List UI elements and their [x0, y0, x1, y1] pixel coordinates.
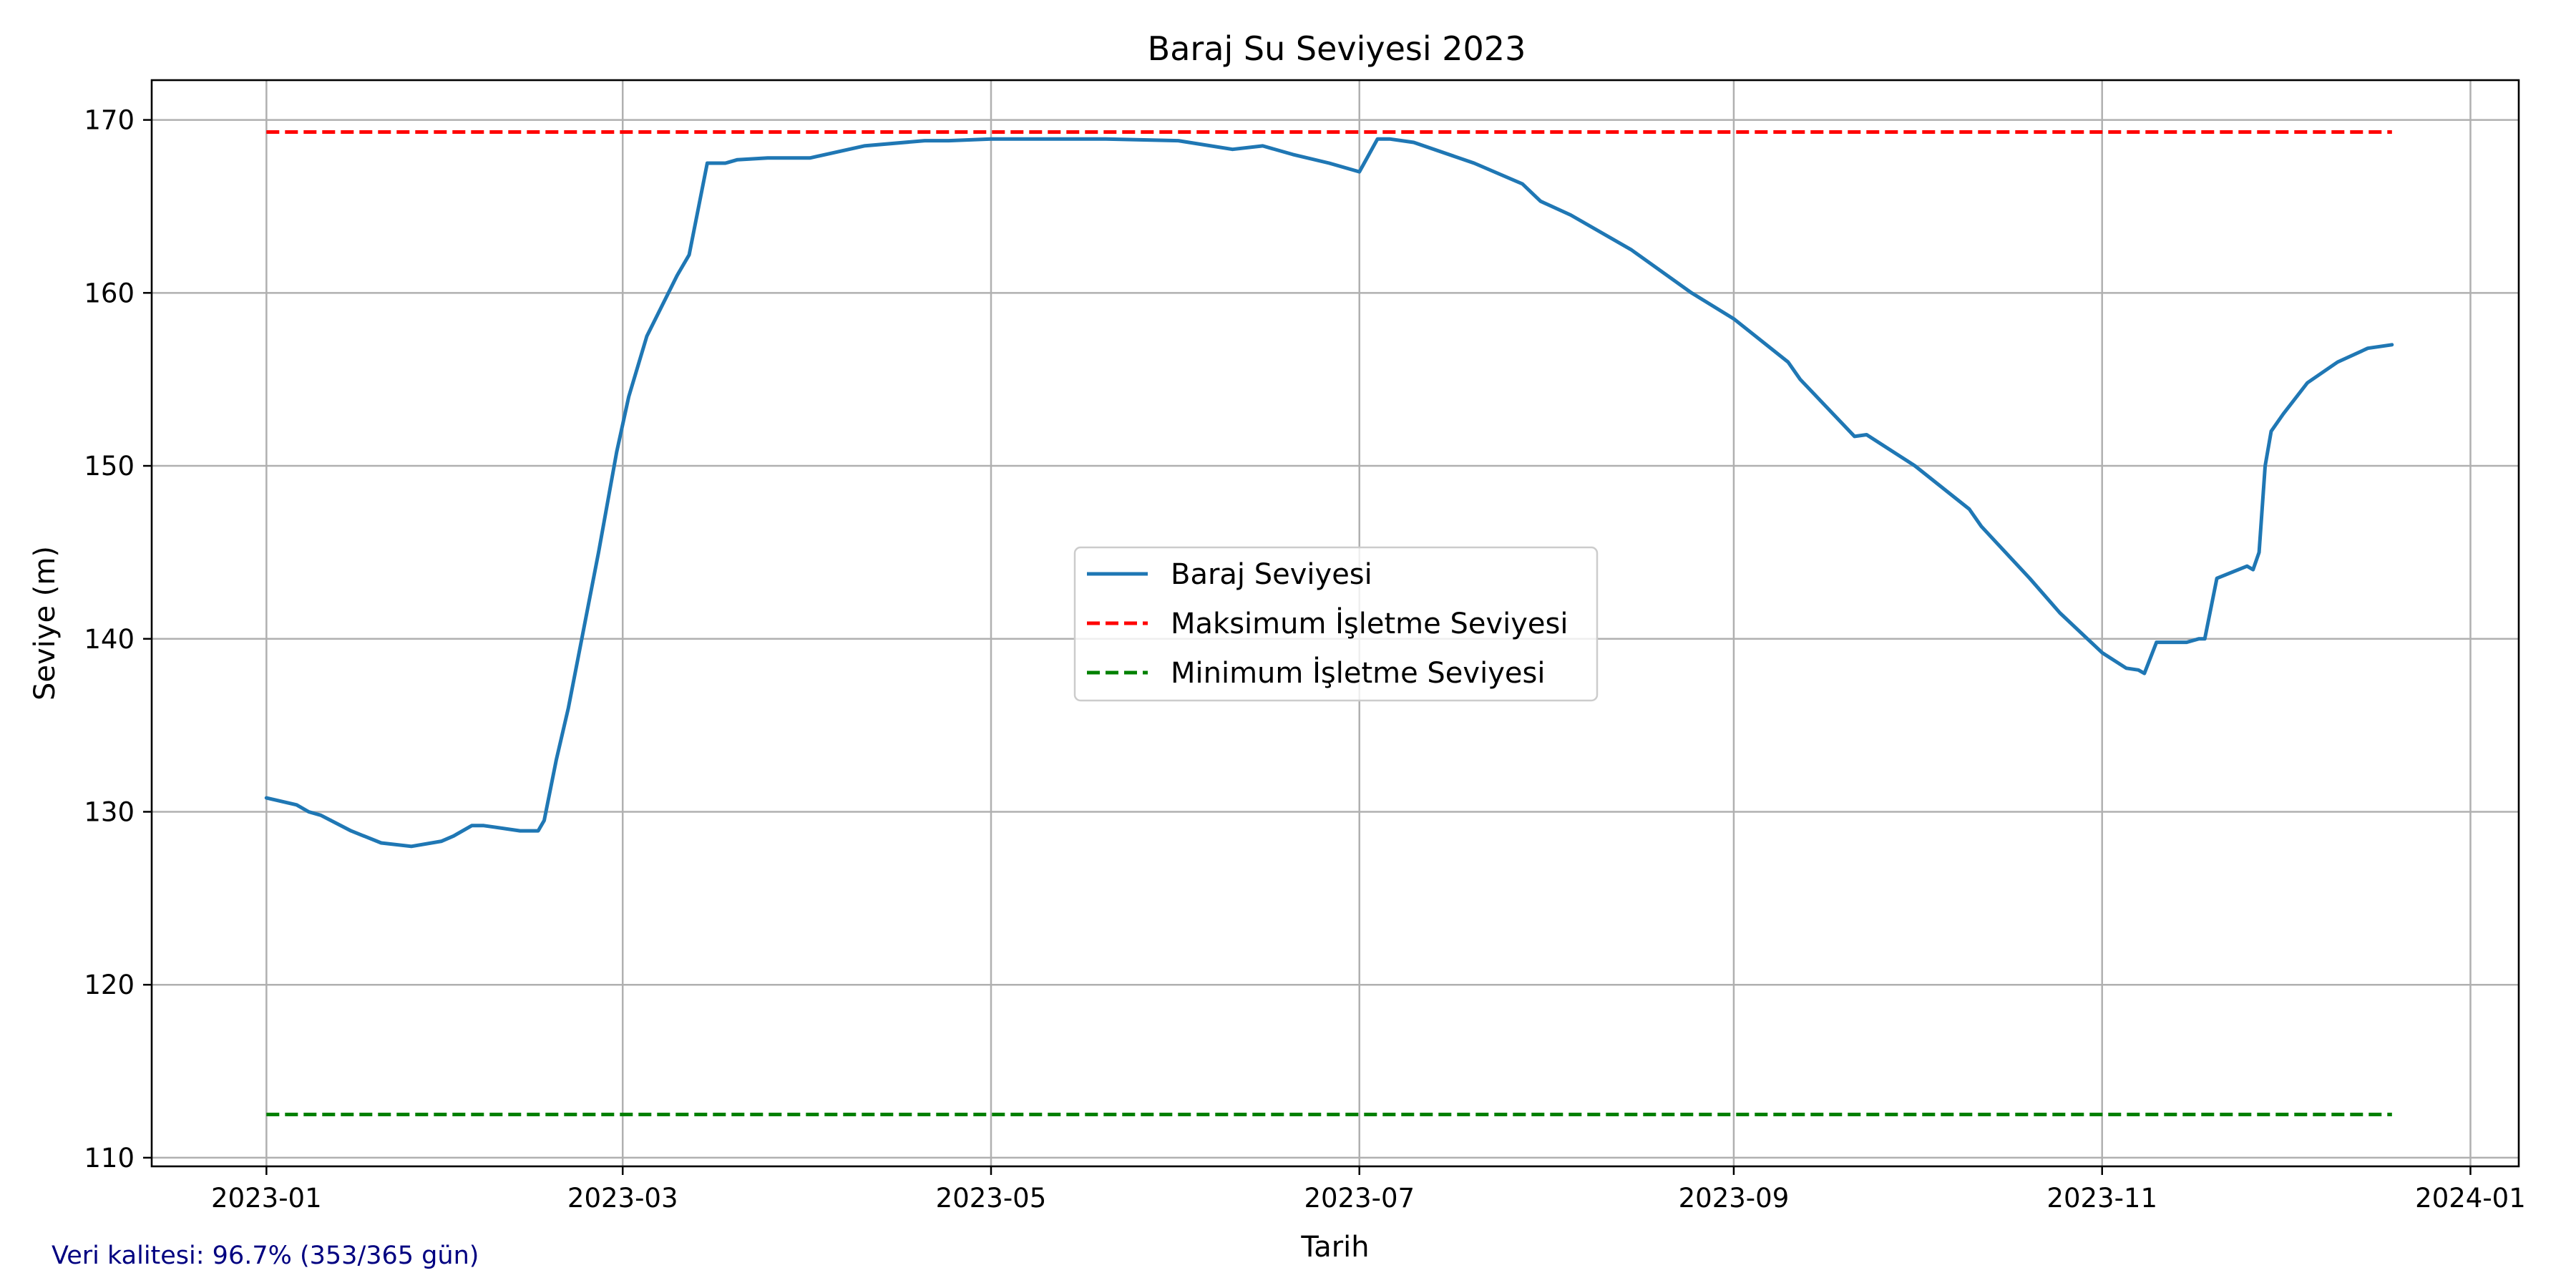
x-tick-label: 2023-03 — [567, 1183, 678, 1214]
x-tick-label: 2023-01 — [211, 1183, 322, 1214]
series-layer — [264, 130, 2394, 1116]
y-tick-label: 110 — [84, 1143, 135, 1174]
x-tick-label: 2023-05 — [936, 1183, 1047, 1214]
axis-ticks: 2023-01 2023-03 2023-05 2023-07 2023-09 2023-… — [84, 105, 2525, 1214]
series-line-baraj-seviyesi — [264, 137, 2394, 849]
plot-area-frame — [150, 79, 2520, 1168]
y-tick-label: 160 — [84, 278, 135, 308]
y-tick-label: 130 — [84, 796, 135, 827]
x-tick-label: 2023-11 — [2046, 1183, 2157, 1214]
legend-label-baraj-seviyesi: Baraj Seviyesi — [1171, 558, 1372, 591]
x-tick-label: 2023-09 — [1679, 1183, 1790, 1214]
data-quality-note: Veri kalitesi: 96.7% (353/365 gün) — [52, 1241, 479, 1270]
x-axis-label: Tarih — [1300, 1231, 1369, 1264]
y-tick-label: 120 — [84, 970, 135, 1000]
y-axis-label: Seviye (m) — [29, 546, 62, 701]
legend-label-maksimum: Maksimum İşletme Seviyesi — [1171, 606, 1568, 640]
x-tick-label: 2024-01 — [2415, 1183, 2526, 1214]
legend: Baraj Seviyesi Maksimum İşletme Seviyesi… — [1073, 546, 1599, 702]
y-tick-label: 170 — [84, 105, 135, 136]
grid — [152, 80, 2519, 1166]
legend-box — [1073, 546, 1599, 702]
x-tick-label: 2023-07 — [1304, 1183, 1415, 1214]
legend-label-minimum: Minimum İşletme Seviyesi — [1171, 655, 1545, 690]
y-tick-label: 140 — [84, 624, 135, 655]
y-tick-label: 150 — [84, 451, 135, 482]
chart-title: Baraj Su Seviyesi 2023 — [1148, 29, 1526, 68]
